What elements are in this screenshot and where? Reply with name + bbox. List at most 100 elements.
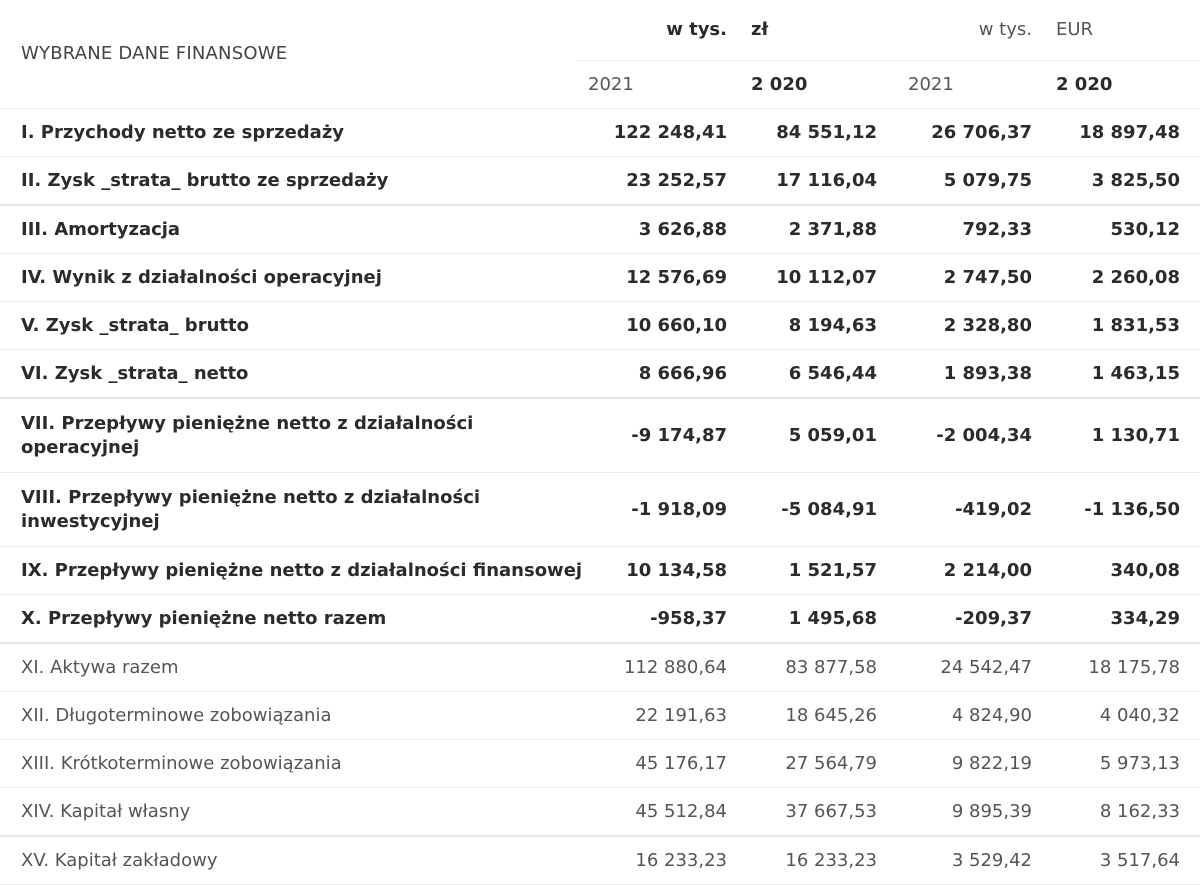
- row-value: 10 112,07: [747, 253, 897, 302]
- header-units-row: WYBRANE DANE FINANSOWE w tys. zł w tys. …: [0, 0, 1200, 109]
- row-label: X. Przepływy pieniężne netto razem: [0, 594, 577, 644]
- row-value: 6 546,44: [747, 349, 897, 399]
- row-value: 122 248,41: [577, 108, 747, 157]
- table-row: IX. Przepływy pieniężne netto z działaln…: [0, 546, 1200, 595]
- row-value: 334,29: [1052, 594, 1200, 644]
- row-value: 10 134,58: [577, 546, 747, 595]
- year-pln-2020: 2 020: [747, 60, 897, 109]
- header-years-row: 2021 2 020 2021 2 020: [0, 60, 1200, 109]
- row-value: 10 660,10: [577, 301, 747, 350]
- row-label: VIII. Przepływy pieniężne netto z działa…: [0, 472, 577, 547]
- row-value: 8 666,96: [577, 349, 747, 399]
- row-value: 112 880,64: [577, 643, 747, 692]
- row-value: 3 825,50: [1052, 156, 1200, 206]
- row-value: 3 517,64: [1052, 836, 1200, 885]
- row-value: -209,37: [897, 594, 1052, 644]
- row-value: -958,37: [577, 594, 747, 644]
- row-value: 45 512,84: [577, 787, 747, 837]
- eur-unit-currency: EUR: [1052, 0, 1200, 61]
- row-value: 37 667,53: [747, 787, 897, 837]
- row-value: 1 893,38: [897, 349, 1052, 399]
- row-value: 530,12: [1052, 205, 1200, 254]
- row-value: 9 822,19: [897, 739, 1052, 788]
- row-label: III. Amortyzacja: [0, 205, 577, 254]
- row-value: 792,33: [897, 205, 1052, 254]
- row-value: 8 194,63: [747, 301, 897, 350]
- row-value: 26 706,37: [897, 108, 1052, 157]
- row-value: 4 040,32: [1052, 691, 1200, 740]
- row-value: 16 233,23: [577, 836, 747, 885]
- row-value: -1 918,09: [577, 472, 747, 547]
- row-value: 83 877,58: [747, 643, 897, 692]
- row-value: 340,08: [1052, 546, 1200, 595]
- row-value: -5 084,91: [747, 472, 897, 547]
- table-row: XII. Długoterminowe zobowiązania 22 191,…: [0, 691, 1200, 740]
- row-label: II. Zysk _strata_ brutto ze sprzedaży: [0, 156, 577, 206]
- row-value: 84 551,12: [747, 108, 897, 157]
- table-row: I. Przychody netto ze sprzedaży 122 248,…: [0, 108, 1200, 157]
- pln-unit-prefix: w tys.: [577, 0, 747, 61]
- table-row: V. Zysk _strata_ brutto 10 660,10 8 194,…: [0, 301, 1200, 350]
- row-label: XIII. Krótkoterminowe zobowiązania: [0, 739, 577, 788]
- row-value: 2 260,08: [1052, 253, 1200, 302]
- row-value: 1 463,15: [1052, 349, 1200, 399]
- table-row: III. Amortyzacja 3 626,88 2 371,88 792,3…: [0, 205, 1200, 254]
- table-row: XIV. Kapitał własny 45 512,84 37 667,53 …: [0, 787, 1200, 837]
- table-row: IV. Wynik z działalności operacyjnej 12 …: [0, 253, 1200, 302]
- row-label: IX. Przepływy pieniężne netto z działaln…: [0, 546, 582, 595]
- row-label: XV. Kapitał zakładowy: [0, 836, 577, 885]
- row-value: 24 542,47: [897, 643, 1052, 692]
- row-value: 2 371,88: [747, 205, 897, 254]
- row-value: 1 495,68: [747, 594, 897, 644]
- table-row: XV. Kapitał zakładowy 16 233,23 16 233,2…: [0, 836, 1200, 885]
- row-label: XIV. Kapitał własny: [0, 787, 577, 837]
- table-row: VIII. Przepływy pieniężne netto z działa…: [0, 472, 1200, 547]
- row-value: 18 897,48: [1052, 108, 1200, 157]
- row-value: 2 328,80: [897, 301, 1052, 350]
- row-value: 9 895,39: [897, 787, 1052, 837]
- row-value: 5 059,01: [747, 398, 897, 473]
- row-value: 1 521,57: [747, 546, 897, 595]
- row-value: 1 130,71: [1052, 398, 1200, 473]
- row-value: 8 162,33: [1052, 787, 1200, 837]
- table-row: II. Zysk _strata_ brutto ze sprzedaży 23…: [0, 156, 1200, 206]
- row-label: VI. Zysk _strata_ netto: [0, 349, 577, 399]
- eur-unit-prefix: w tys.: [897, 0, 1052, 61]
- row-value: 5 973,13: [1052, 739, 1200, 788]
- table-row: XI. Aktywa razem 112 880,64 83 877,58 24…: [0, 643, 1200, 692]
- row-label: XI. Aktywa razem: [0, 643, 577, 692]
- row-value: -2 004,34: [897, 398, 1052, 473]
- table-row: VII. Przepływy pieniężne netto z działal…: [0, 398, 1200, 473]
- row-value: 16 233,23: [747, 836, 897, 885]
- year-eur-2020: 2 020: [1052, 60, 1200, 109]
- row-value: 18 175,78: [1052, 643, 1200, 692]
- row-value: -9 174,87: [577, 398, 747, 473]
- row-label: VII. Przepływy pieniężne netto z działal…: [0, 398, 577, 473]
- row-label: XII. Długoterminowe zobowiązania: [0, 691, 577, 740]
- table-row: X. Przepływy pieniężne netto razem -958,…: [0, 594, 1200, 644]
- row-value: 22 191,63: [577, 691, 747, 740]
- row-value: 12 576,69: [577, 253, 747, 302]
- row-value: 5 079,75: [897, 156, 1052, 206]
- row-label: V. Zysk _strata_ brutto: [0, 301, 577, 350]
- row-value: 2 214,00: [897, 546, 1052, 595]
- row-value: 23 252,57: [577, 156, 747, 206]
- row-value: 3 626,88: [577, 205, 747, 254]
- row-value: 4 824,90: [897, 691, 1052, 740]
- row-value: 1 831,53: [1052, 301, 1200, 350]
- row-label: I. Przychody netto ze sprzedaży: [0, 108, 577, 157]
- row-value: 17 116,04: [747, 156, 897, 206]
- row-value: 18 645,26: [747, 691, 897, 740]
- row-value: 27 564,79: [747, 739, 897, 788]
- row-value: 3 529,42: [897, 836, 1052, 885]
- pln-unit-currency: zł: [747, 0, 897, 61]
- row-value: 45 176,17: [577, 739, 747, 788]
- year-pln-2021: 2021: [577, 60, 747, 109]
- row-value: 2 747,50: [897, 253, 1052, 302]
- table-row: XIII. Krótkoterminowe zobowiązania 45 17…: [0, 739, 1200, 788]
- row-value: -1 136,50: [1052, 472, 1200, 547]
- table-caption: WYBRANE DANE FINANSOWE: [0, 0, 577, 109]
- row-value: -419,02: [897, 472, 1052, 547]
- row-label: IV. Wynik z działalności operacyjnej: [0, 253, 577, 302]
